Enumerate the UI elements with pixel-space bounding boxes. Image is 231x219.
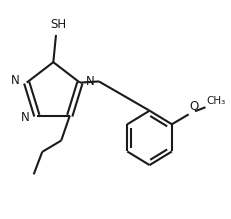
Text: N: N: [86, 75, 95, 88]
Text: SH: SH: [50, 18, 66, 31]
Text: CH₃: CH₃: [205, 96, 225, 106]
Text: N: N: [21, 111, 30, 124]
Text: N: N: [11, 74, 19, 87]
Text: O: O: [189, 100, 198, 113]
